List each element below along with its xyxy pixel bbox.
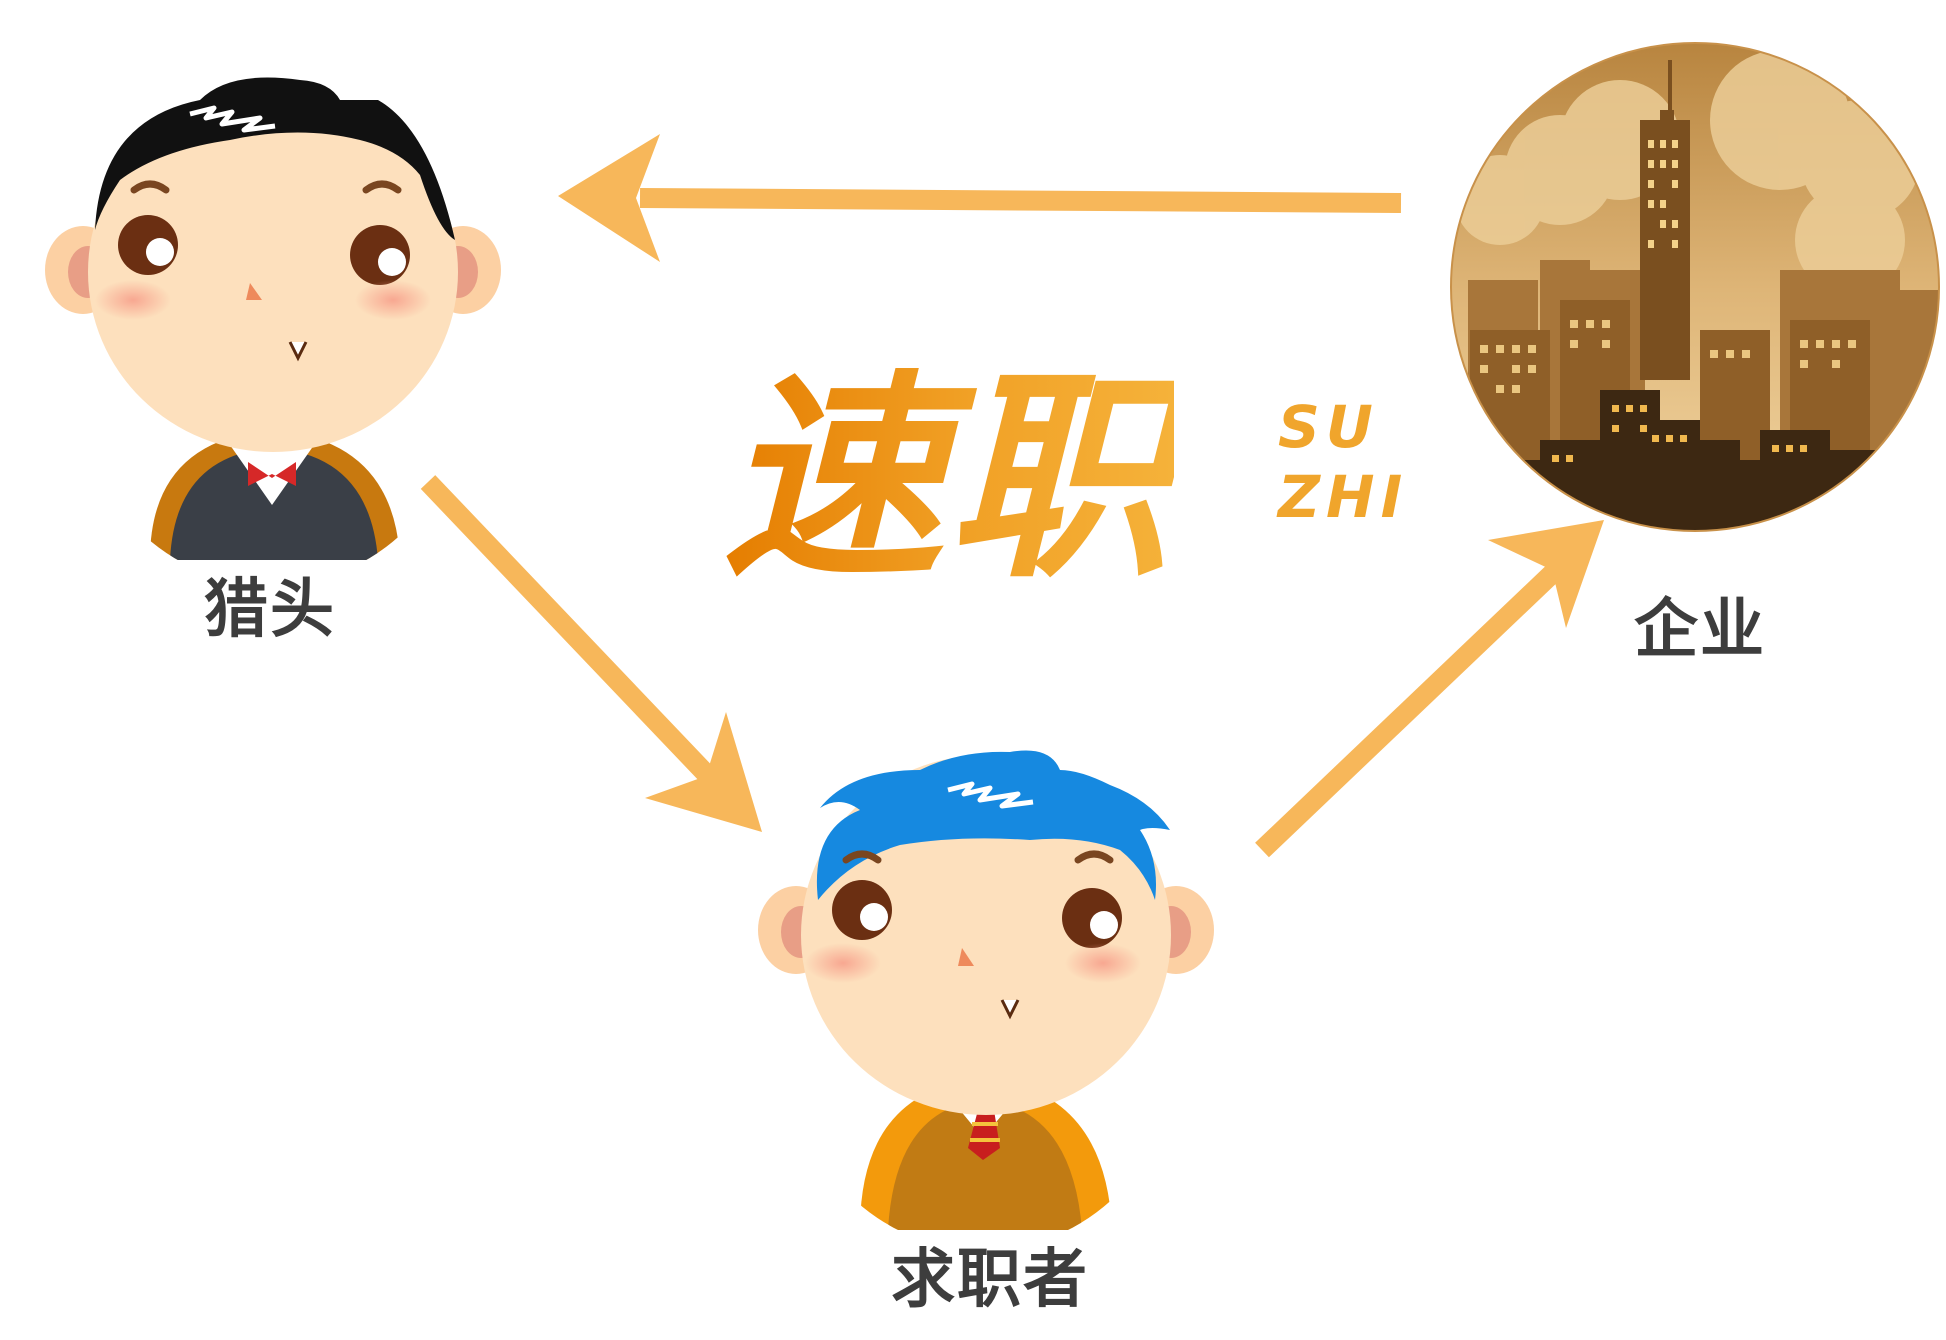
- suzhi-logo-english-line2: ZHI: [1278, 463, 1409, 531]
- enterprise-label: 企业: [1634, 593, 1766, 667]
- jobseeker-avatar: [758, 750, 1214, 1230]
- headhunter-label: 猎头: [204, 573, 336, 647]
- jobseeker-label: 求职者: [891, 1243, 1089, 1317]
- arrow-enterprise-to-headhunter: [558, 134, 1402, 262]
- enterprise-city-icon: [1450, 42, 1940, 532]
- arrow-jobseeker-to-enterprise: [1255, 520, 1604, 858]
- suzhi-logo-chinese: 速职: [722, 350, 1174, 608]
- arrow-headhunter-to-jobseeker: [420, 475, 762, 832]
- suzhi-logo-english-line1: SU: [1278, 393, 1379, 461]
- headhunter-avatar: [45, 77, 501, 560]
